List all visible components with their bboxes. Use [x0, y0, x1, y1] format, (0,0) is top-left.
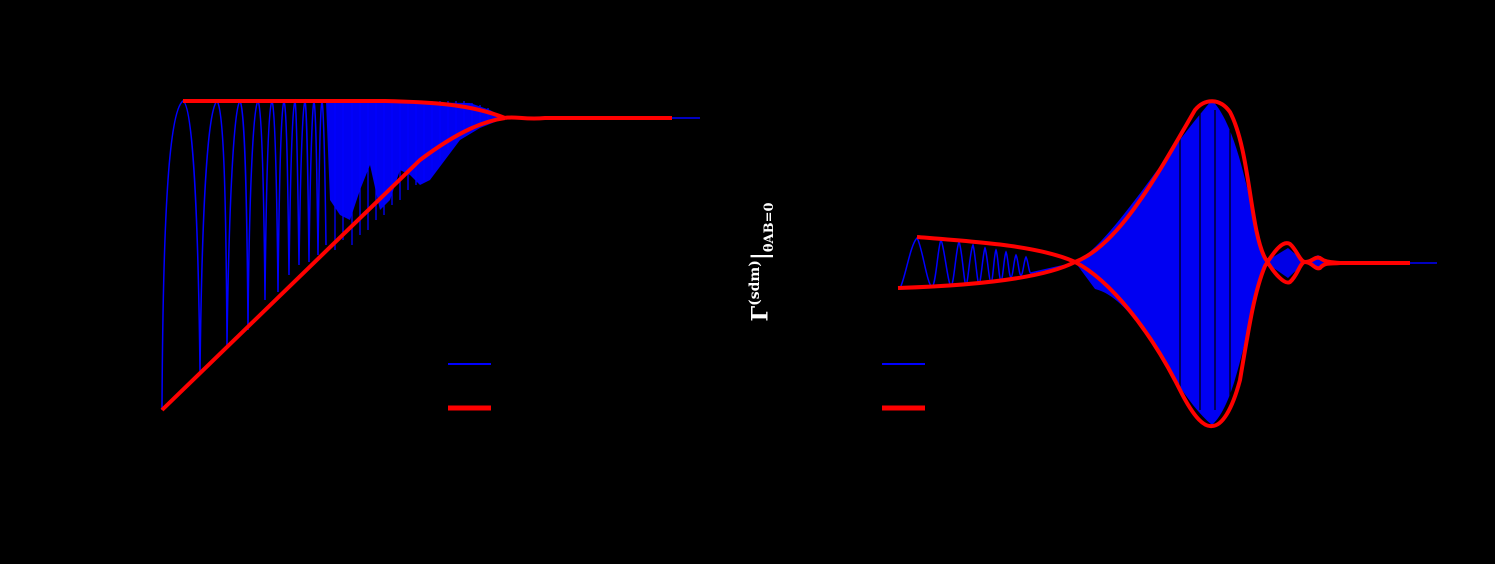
right-red-upper-envelope: [916, 99, 1410, 285]
left-red-upper-envelope: [183, 99, 506, 120]
ylabel-superscript: (sdm): [747, 260, 764, 306]
left-blue-signal: [161, 98, 327, 411]
ylabel-subscript: θAB=0: [761, 202, 777, 253]
ylabel-bar: |: [747, 252, 774, 261]
ylabel-symbol: Γ: [747, 305, 774, 322]
left-panel: [160, 98, 700, 412]
right-red-lower-envelope: [897, 241, 1341, 429]
right-panel: [882, 99, 1437, 429]
left-red-tail: [504, 115, 672, 121]
right-y-axis-label: Γ(sdm)|θAB=0: [747, 202, 777, 321]
right-blue-main-fill: [1075, 100, 1265, 425]
left-red-lower-envelope: [160, 116, 506, 412]
right-blue-lobes: [1265, 248, 1330, 278]
